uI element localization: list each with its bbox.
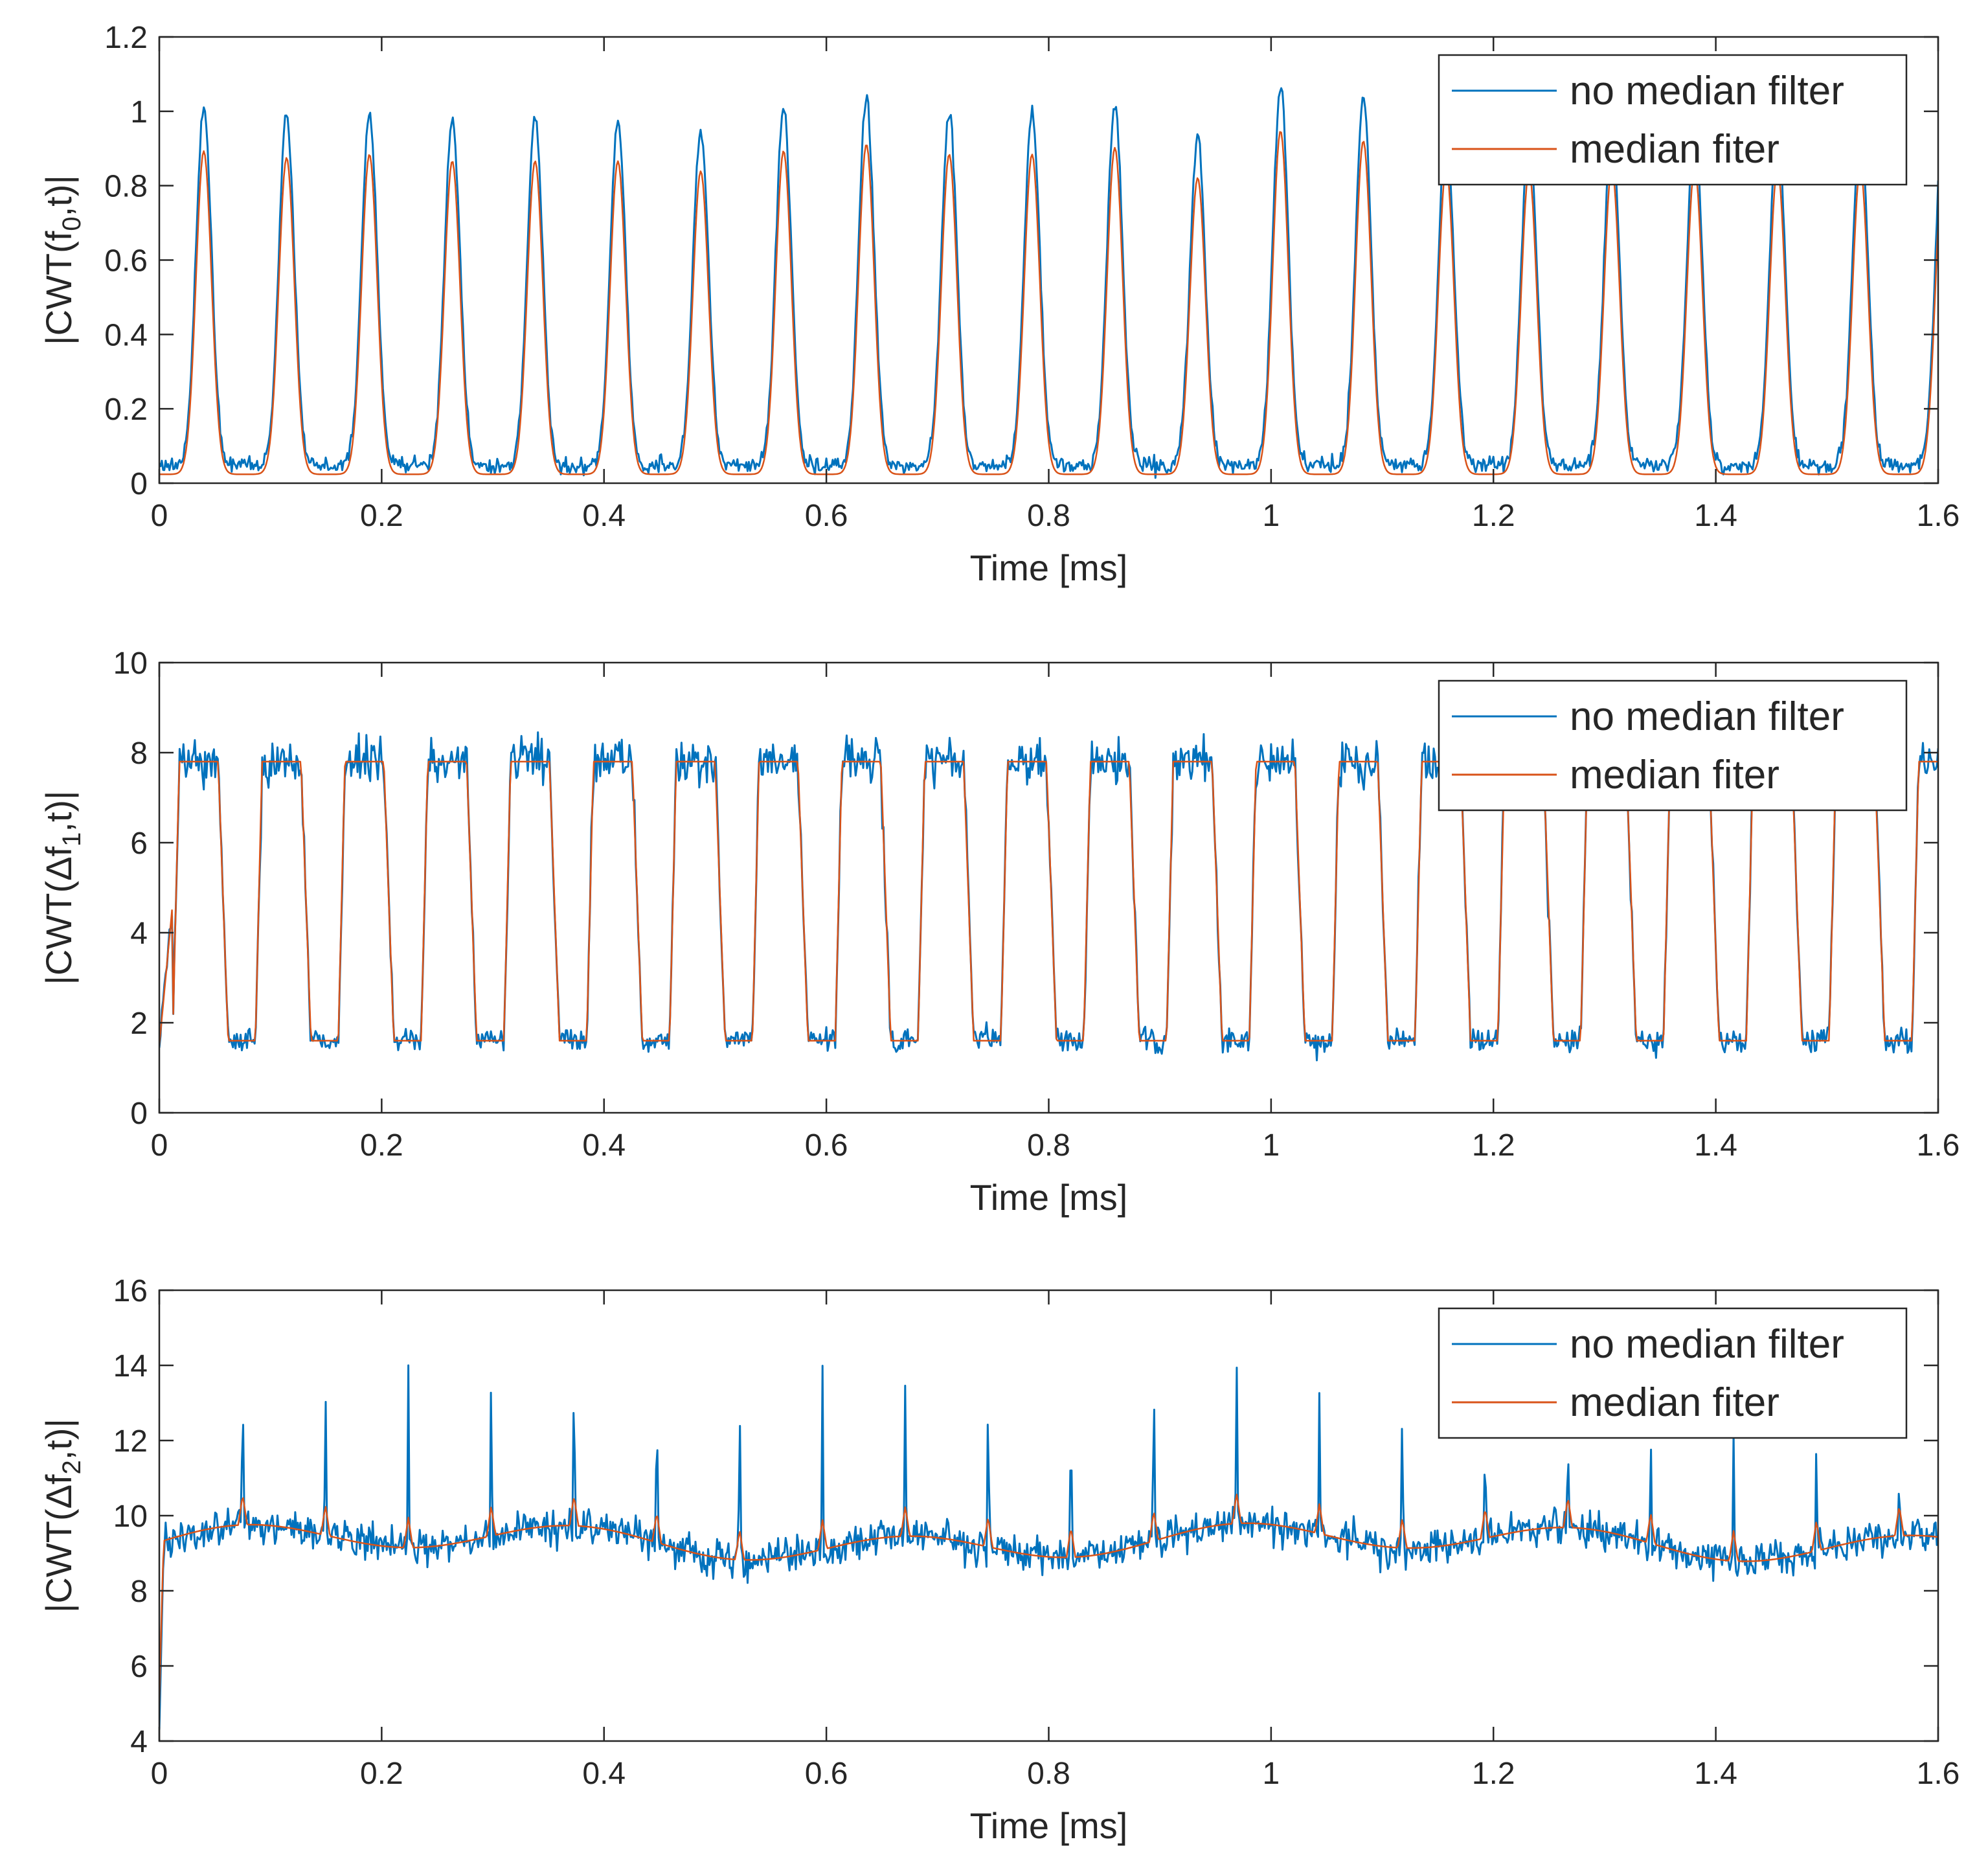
y-tick-label: 0.2 <box>104 393 148 427</box>
y-tick-label: 2 <box>130 1007 148 1041</box>
plot-lines <box>159 87 1938 479</box>
legend-label: median fiter <box>1570 753 1779 797</box>
legend-label: median fiter <box>1570 1380 1779 1425</box>
y-tick-label: 0 <box>130 467 148 501</box>
y-tick-label: 0 <box>130 1097 148 1131</box>
x-tick-label: 0.4 <box>582 1757 626 1791</box>
series-line-median-fiter <box>159 760 1938 1045</box>
x-tick-label: 0.4 <box>582 1128 626 1163</box>
y-tick-label: 1 <box>130 95 148 130</box>
x-tick-label: 0.2 <box>360 499 403 533</box>
y-tick-label: 14 <box>113 1349 148 1384</box>
y-tick-label: 4 <box>130 917 148 951</box>
x-tick-label: 1.2 <box>1472 1128 1515 1163</box>
x-tick-label: 0 <box>151 1128 168 1163</box>
legend-box <box>1438 54 1908 186</box>
y-tick-label: 6 <box>130 1650 148 1684</box>
x-tick-label: 0.6 <box>805 1757 848 1791</box>
series-line-median-fiter <box>159 1494 1938 1704</box>
x-axis-label: Time [ms] <box>970 1805 1128 1846</box>
y-tick-label: 12 <box>113 1424 148 1459</box>
plot-lines <box>159 1364 1938 1730</box>
legend-box <box>1438 679 1908 812</box>
y-tick-label: 8 <box>130 1575 148 1609</box>
legend-label: no median filter <box>1570 69 1844 113</box>
legend-box <box>1438 1307 1908 1439</box>
x-tick-label: 1 <box>1263 1757 1280 1791</box>
y-axis-label: |CWT(Δf2,t)| <box>38 1418 86 1613</box>
legend: no median filter median fiter <box>1438 679 1908 812</box>
y-tick-label: 10 <box>113 646 148 681</box>
y-tick-label: 16 <box>113 1274 148 1308</box>
y-tick-label: 6 <box>130 826 148 861</box>
x-tick-label: 1.2 <box>1472 1757 1515 1791</box>
x-tick-label: 1.6 <box>1917 1128 1960 1163</box>
x-axis-label: Time [ms] <box>970 1177 1128 1218</box>
legend-label: no median filter <box>1570 694 1844 739</box>
chart-panel-3: 0 0.2 0.4 0.6 0.8 1 1.2 1.4 1.6 4 6 8 10 12 14 16 Time [… <box>38 1274 1960 1846</box>
x-tick-label: 0.8 <box>1027 1757 1070 1791</box>
y-tick-label: 0.8 <box>104 170 148 204</box>
x-tick-label: 0.6 <box>805 499 848 533</box>
legend: no median filter median fiter <box>1438 1307 1908 1439</box>
y-tick-label: 0.4 <box>104 318 148 352</box>
x-axis-label: Time [ms] <box>970 547 1128 588</box>
x-tick-label: 0.2 <box>360 1128 403 1163</box>
x-tick-label: 1.2 <box>1472 499 1515 533</box>
chart-panel-2: 0 0.2 0.4 0.6 0.8 1 1.2 1.4 1.6 0 2 4 6 8 10 Time [ms] |… <box>38 646 1960 1218</box>
y-tick-label: 10 <box>113 1499 148 1534</box>
series-line-no-median-filter <box>159 87 1938 479</box>
x-tick-label: 1.4 <box>1694 1128 1737 1163</box>
x-tick-label: 1.6 <box>1917 1757 1960 1791</box>
x-tick-label: 1.4 <box>1694 1757 1737 1791</box>
y-tick-label: 4 <box>130 1725 148 1759</box>
x-tick-label: 1 <box>1263 1128 1280 1163</box>
x-tick-label: 0 <box>151 1757 168 1791</box>
x-tick-label: 0 <box>151 499 168 533</box>
plot-lines <box>159 731 1938 1062</box>
chart-panel-1: 0 0.2 0.4 0.6 0.8 1 1.2 1.4 1.6 0 0.2 0.4 0.6 0.8 1 1.2… <box>38 21 1960 588</box>
x-tick-label: 1.4 <box>1694 499 1737 533</box>
x-tick-label: 0.8 <box>1027 1128 1070 1163</box>
x-tick-label: 0.8 <box>1027 499 1070 533</box>
legend: no median filter median fiter <box>1438 54 1908 186</box>
legend-label: median fiter <box>1570 127 1779 172</box>
y-tick-label: 8 <box>130 736 148 771</box>
x-tick-label: 0.6 <box>805 1128 848 1163</box>
y-tick-label: 0.6 <box>104 244 148 279</box>
x-tick-label: 0.4 <box>582 499 626 533</box>
x-tick-label: 1 <box>1263 499 1280 533</box>
chart-panels: 0 0.2 0.4 0.6 0.8 1 1.2 1.4 1.6 0 0.2 0.4 0.6 0.8 1 1.2… <box>38 21 1960 1846</box>
x-tick-label: 0.2 <box>360 1757 403 1791</box>
y-axis-label: |CWT(f0,t)| <box>38 175 86 345</box>
x-tick-label: 1.6 <box>1917 499 1960 533</box>
y-tick-label: 1.2 <box>104 21 148 55</box>
y-axis-label: |CWT(Δf1,t)| <box>38 790 86 985</box>
legend-label: no median filter <box>1570 1322 1844 1367</box>
series-line-median-fiter <box>159 131 1938 475</box>
